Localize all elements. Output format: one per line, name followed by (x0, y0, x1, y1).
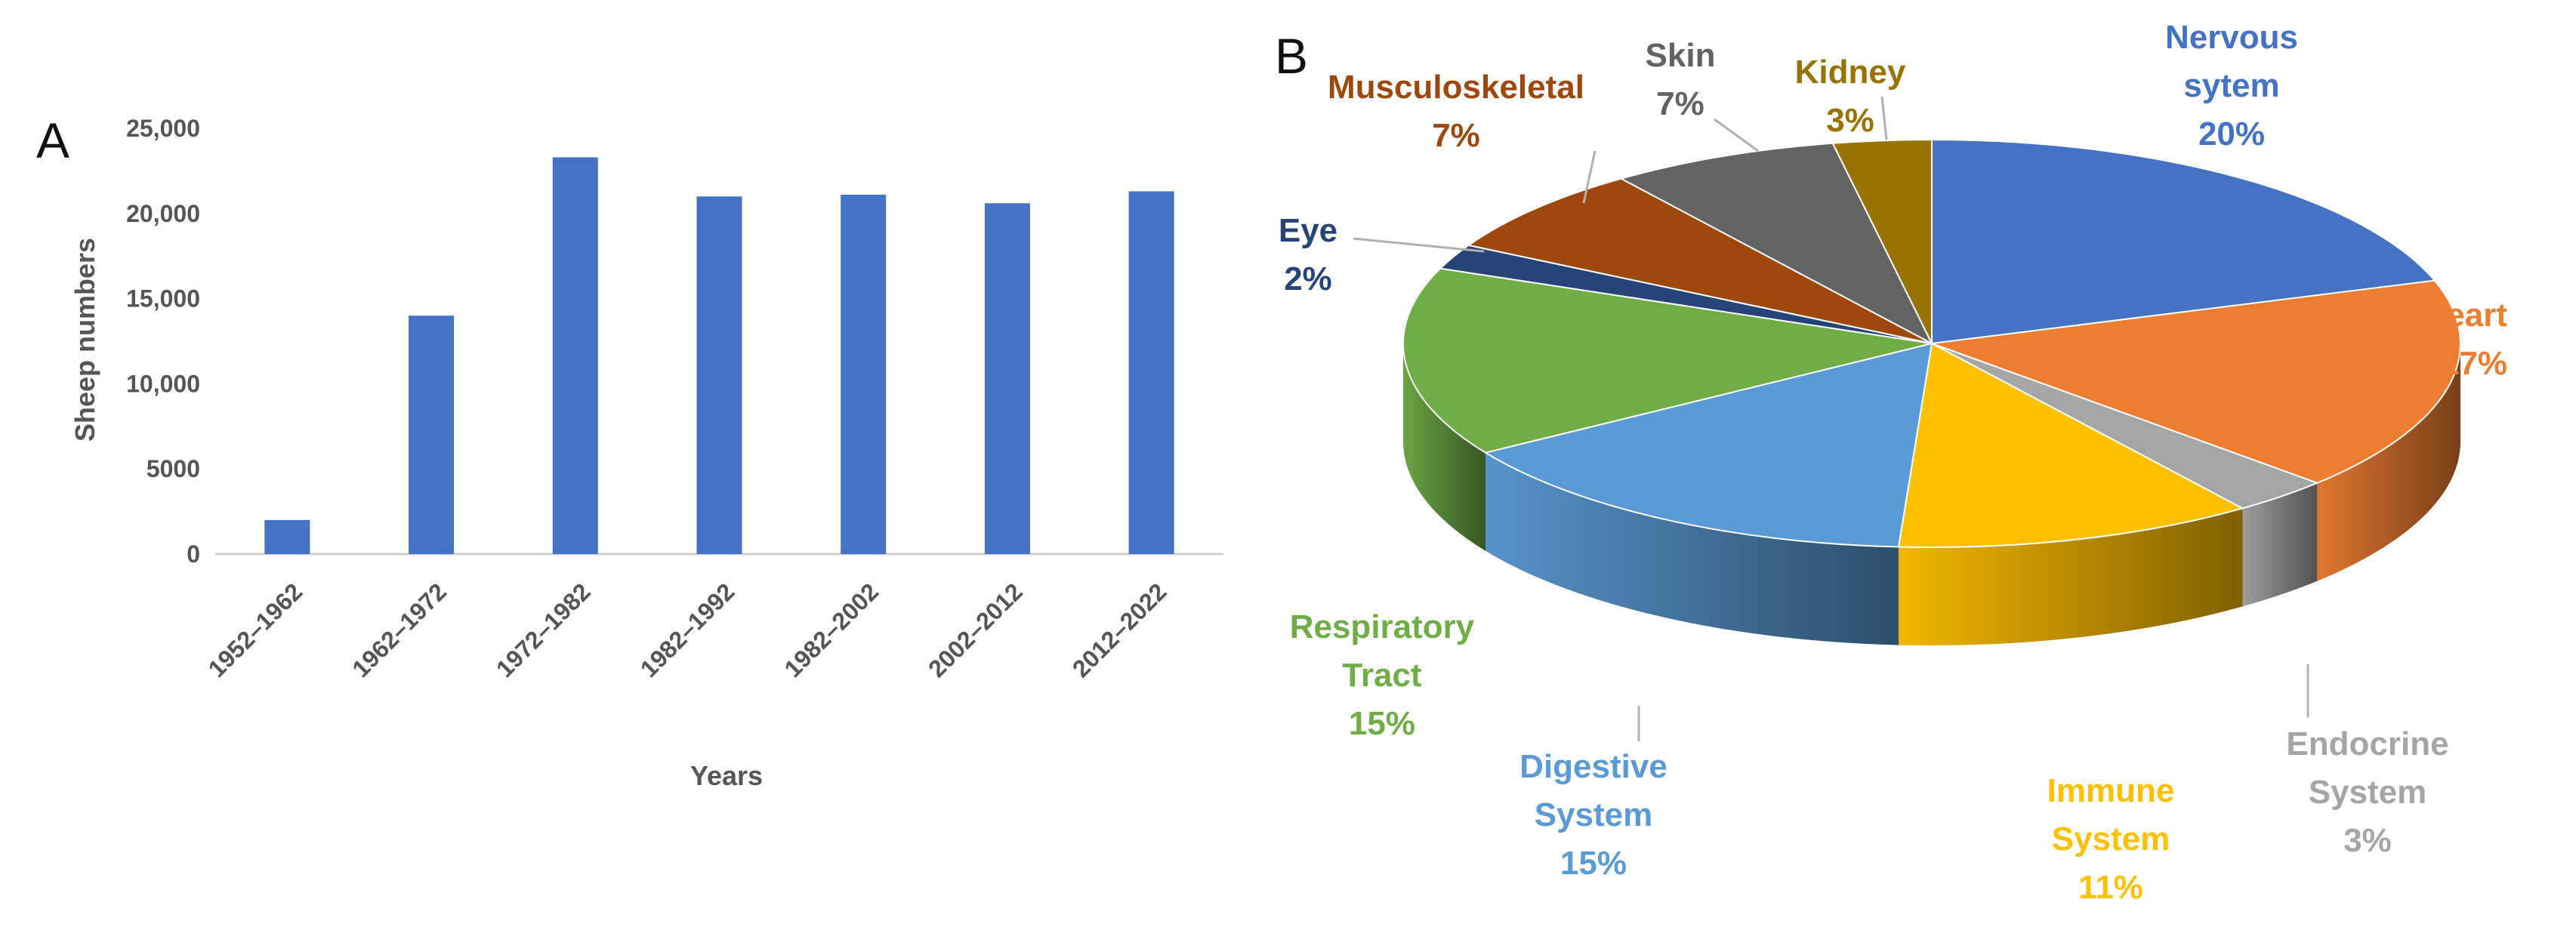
leader-line-8 (1714, 118, 1759, 152)
x-tick-label-0: 1952–1962 (203, 577, 308, 682)
pie-label-0-pct: 20% (2198, 115, 2265, 152)
pie-slice-3 (1898, 343, 2244, 549)
x-axis-title: Years (690, 760, 763, 791)
y-tick-label-1: 5000 (147, 455, 200, 482)
pie-slice-9 (1831, 139, 1933, 344)
leader-line-7 (1582, 150, 1597, 204)
y-tick-label-5: 25,000 (126, 115, 200, 142)
pie-label-0-line-1: sytem (2183, 67, 2279, 104)
pie-label-3-line-0: Immune (2047, 772, 2175, 809)
pie-slice-0 (1931, 139, 2436, 344)
pie-label-5-line-1: Tract (1342, 657, 1422, 694)
pie-label-2-line-1: System (2309, 774, 2427, 811)
pie-label-8-pct: 7% (1656, 85, 1704, 122)
pie-label-5-line-0: Respiratory (1290, 608, 1475, 645)
x-tick-label-1: 1962–1972 (347, 577, 452, 682)
x-tick-label-2: 1972–1982 (491, 577, 596, 682)
pie-label-9-pct: 3% (1826, 102, 1874, 139)
y-axis-title: Sheep numbers (69, 238, 100, 442)
pie-label-3-pct: 11% (2078, 869, 2143, 906)
pie-side-shade-3 (1899, 508, 2243, 646)
x-tick-label-6: 2012–2022 (1067, 577, 1172, 682)
x-tick-label-4: 1982–2002 (779, 577, 884, 682)
x-tick-label-3: 1982–1992 (635, 577, 740, 682)
bar-3 (696, 196, 742, 554)
x-tick-label-5: 2002–2012 (923, 577, 1028, 682)
pie-label-3-line-1: System (2052, 821, 2170, 858)
pie-slice-8 (1620, 142, 1933, 344)
bar-1 (409, 316, 455, 554)
bar-4 (841, 194, 887, 554)
pie-slice-1 (1931, 279, 2461, 484)
y-tick-label-4: 20,000 (126, 200, 200, 227)
pie-label-4-line-1: System (1535, 796, 1653, 833)
bar-5 (984, 203, 1030, 554)
y-tick-label-2: 10,000 (126, 370, 200, 397)
pie-side-shade-5 (1403, 343, 1485, 551)
pie-label-4-pct: 15% (1560, 845, 1627, 882)
panel-letter-a: A (36, 112, 70, 168)
leader-line-9 (1880, 96, 1888, 140)
bar-chart-sheep-numbers: 0 5000 10,000 15,000 20,000 25,000 1952–1962 1… (69, 115, 1223, 791)
pie-label-4-line-0: Digestive (1519, 748, 1667, 785)
bar-0 (264, 519, 310, 554)
pie-label-6-pct: 2% (1284, 260, 1332, 297)
pie-label-6-line-0: Eye (1279, 212, 1337, 249)
pie-slice-7 (1467, 177, 1933, 344)
panel-letter-b: B (1275, 28, 1309, 84)
pie-label-8-line-0: Skin (1646, 37, 1716, 74)
pie-label-5-pct: 15% (1349, 705, 1415, 742)
pie-label-9-line-0: Kidney (1795, 54, 1906, 91)
y-tick-label-0: 0 (187, 540, 200, 568)
pie-side-shade-1 (2317, 343, 2460, 581)
pie-side-shade-2 (2242, 482, 2318, 607)
pie-side-shade-4 (1485, 452, 1899, 645)
bar-6 (1128, 191, 1174, 555)
pie-label-7-pct: 7% (1432, 117, 1480, 154)
leader-line-6 (1353, 237, 1485, 253)
y-tick-label-3: 15,000 (126, 285, 200, 313)
bar-2 (552, 157, 598, 555)
pie-slice-4 (1485, 343, 1933, 548)
pie-label-1-pct: 17% (2441, 345, 2507, 382)
pie-label-7-line-0: Musculoskeletal (1328, 69, 1584, 106)
pie-label-2-line-0: Endocrine (2286, 725, 2448, 762)
pie-label-1-line-0: Heart (2423, 297, 2508, 334)
pie-chart-organ-systems: Nervous sytem 20% Heart 17% Endocrine System 3%… (1279, 19, 2507, 906)
pie-label-2-pct: 3% (2343, 822, 2392, 859)
pie-slice-5 (1402, 267, 1933, 454)
pie-label-0-line-0: Nervous (2165, 19, 2298, 56)
